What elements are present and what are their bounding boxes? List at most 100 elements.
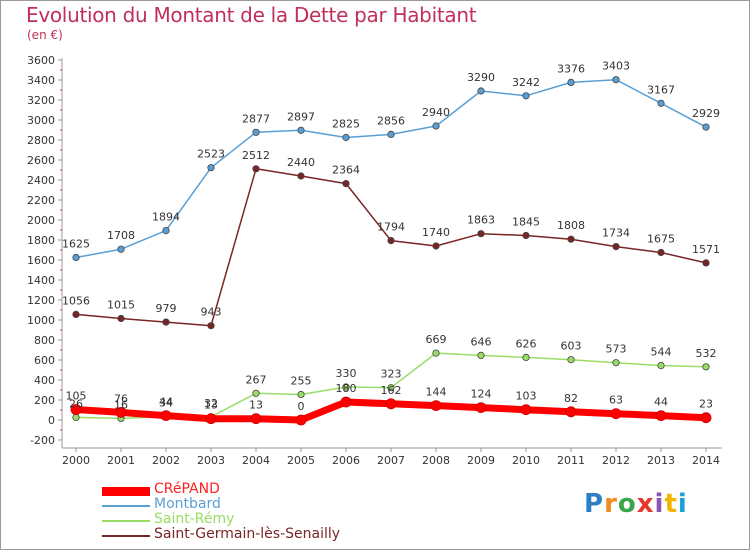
y-tick-label: 1600 [27, 254, 55, 267]
data-label: 103 [516, 390, 537, 403]
data-point [342, 133, 350, 142]
data-point [117, 245, 125, 253]
y-minor-tick [60, 229, 62, 231]
y-minor-tick [60, 269, 62, 271]
data-label: 2877 [242, 112, 270, 125]
data-label: 2897 [287, 110, 315, 123]
y-minor-tick [60, 209, 62, 211]
data-point [567, 78, 575, 87]
data-label: 1894 [152, 211, 180, 224]
data-label: 124 [471, 388, 492, 401]
x-tick-label: 2000 [62, 454, 90, 467]
data-label: 1863 [467, 214, 495, 227]
data-point [342, 180, 350, 188]
y-minor-tick [60, 309, 62, 311]
y-tick-label: 1000 [27, 314, 55, 327]
data-label: 13 [204, 399, 218, 412]
data-label: 1808 [557, 219, 585, 232]
y-minor-tick [60, 429, 62, 431]
data-label: 1571 [692, 243, 720, 256]
y-tick-label: -200 [30, 434, 55, 447]
x-tick-label: 2004 [242, 454, 270, 467]
x-tick-label: 2011 [557, 454, 585, 467]
y-tick-label: 1800 [27, 234, 55, 247]
data-point [567, 235, 575, 243]
data-label: 34 [159, 397, 173, 410]
data-point [72, 413, 80, 421]
data-point [657, 99, 665, 107]
data-point [207, 322, 215, 330]
data-label: 1625 [62, 238, 90, 251]
data-point [702, 259, 710, 267]
data-point [612, 243, 620, 251]
data-label: 323 [381, 368, 402, 381]
data-point [702, 363, 710, 371]
y-tick-label: 1400 [27, 274, 55, 287]
y-tick-label: 0 [48, 414, 55, 427]
data-label: 44 [654, 396, 668, 409]
data-label: 979 [156, 302, 177, 315]
data-label: 532 [696, 347, 717, 360]
data-label: 626 [516, 337, 537, 350]
data-point [342, 383, 350, 391]
data-point [477, 230, 485, 238]
data-point [340, 396, 352, 408]
y-tick-label: 3000 [27, 114, 55, 127]
data-label: 63 [609, 394, 623, 407]
y-tick-label: 3600 [27, 54, 55, 67]
y-minor-tick [60, 149, 62, 151]
y-tick-label: 400 [34, 374, 55, 387]
data-label: 3376 [557, 62, 585, 75]
data-point [252, 128, 260, 136]
data-label: 1845 [512, 216, 540, 229]
x-tick-label: 2014 [692, 454, 720, 467]
x-tick-label: 2009 [467, 454, 495, 467]
data-label: 267 [246, 373, 267, 386]
data-label: 82 [564, 392, 578, 405]
data-label: 1708 [107, 229, 135, 242]
y-tick-label: 2600 [27, 154, 55, 167]
data-label: 1056 [62, 294, 90, 307]
data-point [657, 248, 665, 257]
data-point [252, 389, 260, 397]
y-minor-tick [60, 389, 62, 391]
data-point [297, 172, 305, 180]
data-point [432, 122, 440, 130]
data-label: 2364 [332, 164, 360, 177]
legend-label: Saint-Rémy [154, 511, 235, 527]
data-point [72, 253, 80, 262]
y-tick-label: 800 [34, 334, 55, 347]
data-point [432, 242, 440, 250]
data-point [700, 412, 712, 424]
y-minor-tick [60, 89, 62, 91]
data-label-layer: 1625 1708 1894 2523 2877 2897 2825 2856 2940 3290… [62, 60, 720, 413]
data-label: 1015 [107, 299, 135, 312]
legend-swatch [102, 486, 150, 496]
data-label: 1740 [422, 226, 450, 239]
y-minor-tick [60, 169, 62, 171]
data-point [162, 227, 170, 235]
data-label: 32 [204, 397, 218, 410]
data-point [475, 402, 487, 414]
data-point [522, 92, 530, 100]
legend-swatch [102, 520, 150, 522]
data-point [522, 353, 530, 361]
x-tick-label: 2010 [512, 454, 540, 467]
data-point [207, 164, 215, 172]
x-tick-label: 2007 [377, 454, 405, 467]
x-tick-label: 2006 [332, 454, 360, 467]
data-label: 26 [69, 397, 83, 410]
data-point [115, 406, 127, 418]
y-minor-tick [60, 69, 62, 71]
data-point [387, 384, 395, 392]
y-tick-label: 2200 [27, 194, 55, 207]
data-label: 3403 [602, 60, 630, 73]
legend-swatch [102, 535, 150, 537]
data-label: 3290 [467, 71, 495, 84]
data-point [520, 404, 532, 416]
data-point [162, 318, 170, 326]
data-label: 13 [249, 399, 263, 412]
x-tick-label: 2002 [152, 454, 180, 467]
data-label: 330 [336, 367, 357, 380]
